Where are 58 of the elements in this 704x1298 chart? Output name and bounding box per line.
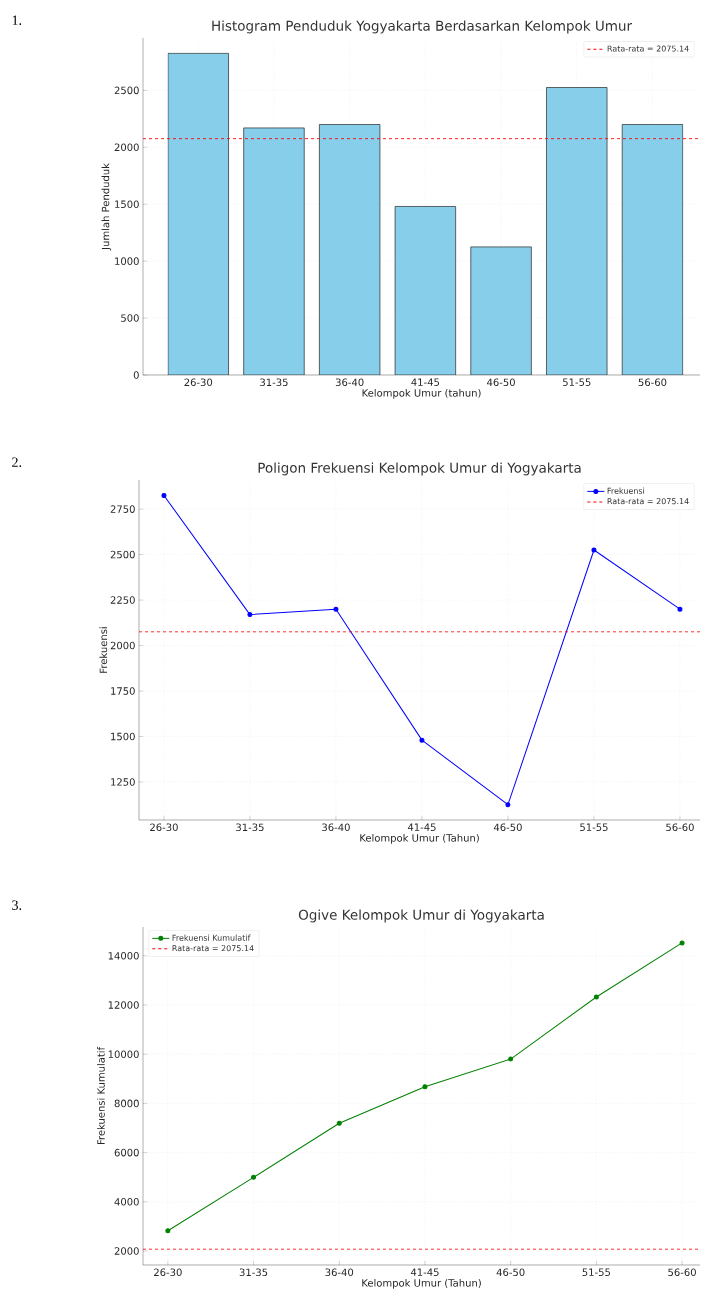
y-tick-label: 1250 xyxy=(111,778,135,786)
y-tick-label: 2500 xyxy=(114,86,139,95)
legend-label: Frekuensi Kumulatif xyxy=(172,934,251,941)
y-tick-label: 2750 xyxy=(110,505,135,513)
x-tick-label: 46-50 xyxy=(496,1268,525,1277)
x-tick-label: 51-55 xyxy=(582,1268,611,1276)
legend-label: Rata-rata = 2075.14 xyxy=(172,945,254,952)
chart-title: Poligon Frekuensi Kelompok Umur di Yogyakarta xyxy=(258,462,581,476)
legend-label: Frekuensi xyxy=(607,487,645,494)
y-tick-label: 1750 xyxy=(111,687,135,695)
x-tick-label: 51-55 xyxy=(563,378,591,386)
y-tick-label: 1500 xyxy=(115,200,139,208)
x-tick-label: 26-30 xyxy=(154,1268,182,1277)
x-tick-label: 26-30 xyxy=(184,378,213,387)
x-axis-title: Kelompok Umur (tahun) xyxy=(362,388,481,399)
legend-label: Rata-rata = 2075.14 xyxy=(607,45,689,52)
y-axis-title: Jumlah Penduduk xyxy=(101,163,112,251)
x-tick-label: 46-50 xyxy=(493,823,522,832)
x-tick-label: 41-45 xyxy=(410,1268,439,1276)
legend-label: Rata-rata = 2075.14 xyxy=(607,498,689,505)
x-tick-label: 56-60 xyxy=(666,823,694,832)
x-tick-label: 41-45 xyxy=(407,823,436,831)
y-axis-title: Frekuensi xyxy=(99,627,108,673)
y-tick-label: 4000 xyxy=(114,1198,139,1206)
x-tick-label: 36-40 xyxy=(325,1268,354,1277)
x-axis-title: Kelompok Umur (Tahun) xyxy=(360,833,479,844)
y-tick-label: 2500 xyxy=(110,550,135,559)
x-tick-label: 26-30 xyxy=(150,823,178,832)
chart-title: Histogram Penduduk Yogyakarta Berdasarkan Kelompok Umur xyxy=(212,20,633,34)
x-tick-label: 41-45 xyxy=(411,378,440,386)
y-tick-label: 2000 xyxy=(114,143,139,152)
y-tick-label: 14000 xyxy=(108,952,139,960)
y-tick-label: 0 xyxy=(133,371,139,379)
text: 3. xyxy=(12,900,22,910)
x-tick-label: 46-50 xyxy=(487,378,515,387)
y-tick-label: 1000 xyxy=(115,257,139,265)
y-tick-label: 500 xyxy=(121,314,139,322)
chart-title: Ogive Kelompok Umur di Yogyakarta xyxy=(298,909,544,923)
x-tick-label: 36-40 xyxy=(322,823,350,832)
x-axis-title: Kelompok Umur (Tahun) xyxy=(362,1278,481,1289)
text: 2. xyxy=(12,457,22,467)
x-tick-label: 31-35 xyxy=(239,1268,268,1277)
y-tick-label: 1500 xyxy=(111,732,135,741)
y-tick-label: 12000 xyxy=(108,1001,139,1009)
y-tick-label: 8000 xyxy=(114,1099,139,1108)
y-tick-label: 2000 xyxy=(110,641,135,650)
y-tick-label: 2250 xyxy=(110,596,135,604)
y-tick-label: 2000 xyxy=(114,1247,139,1255)
x-tick-label: 31-35 xyxy=(236,823,264,832)
y-axis-title: Frekuensi Kumulatif xyxy=(97,1046,105,1145)
x-tick-label: 56-60 xyxy=(638,378,667,387)
x-tick-label: 51-55 xyxy=(580,823,608,831)
x-tick-label: 36-40 xyxy=(335,378,364,387)
x-tick-label: 31-35 xyxy=(260,378,288,387)
x-tick-label: 56-60 xyxy=(668,1268,696,1277)
y-tick-label: 6000 xyxy=(114,1148,139,1157)
y-tick-label: 10000 xyxy=(108,1050,139,1058)
text: 1. xyxy=(12,15,22,25)
